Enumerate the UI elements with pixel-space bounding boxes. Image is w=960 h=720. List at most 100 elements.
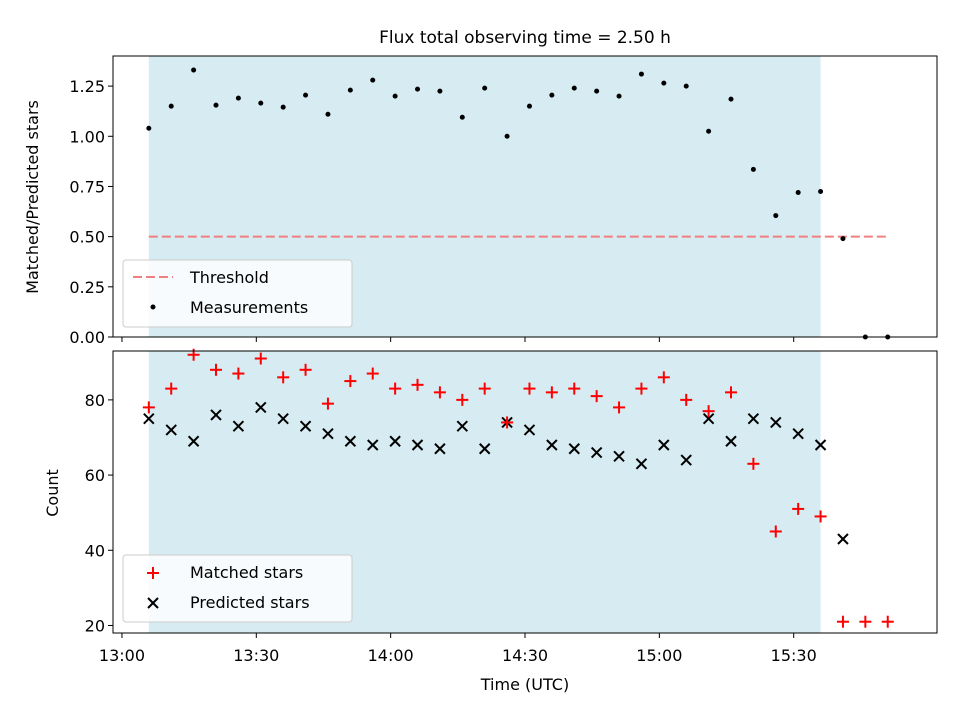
- measurement-point: [213, 102, 219, 108]
- legend-measurements-swatch: [150, 304, 156, 310]
- bottom-axes-frame: [112, 350, 938, 634]
- top-y-tick-label: 0.25: [69, 278, 105, 297]
- chart-title: Flux total observing time = 2.50 h: [379, 28, 671, 48]
- measurement-point: [437, 88, 443, 94]
- measurement-point: [683, 83, 689, 89]
- predicted-point: [478, 443, 491, 455]
- top-legend: Threshold Measurements: [122, 259, 353, 328]
- measurement-point: [661, 80, 667, 86]
- matched-point: [769, 525, 782, 538]
- top-axes-frame: [112, 55, 938, 338]
- measurement-point: [459, 114, 465, 120]
- measurement-point: [280, 104, 286, 110]
- matched-point: [814, 510, 827, 523]
- legend-predicted-swatch: [147, 597, 159, 609]
- top-y-tick-label: 0.75: [69, 177, 105, 196]
- predicted-point: [456, 420, 469, 432]
- predicted-point: [747, 412, 760, 425]
- measurement-point: [370, 77, 376, 83]
- matched-point: [501, 416, 514, 429]
- legend-measurements-label: Measurements: [190, 298, 308, 317]
- matched-point: [389, 382, 402, 395]
- measurement-point: [818, 188, 824, 194]
- measurement-point: [191, 67, 197, 73]
- matched-point: [433, 386, 446, 399]
- measurement-point: [168, 103, 174, 109]
- bottom-data-marks: [142, 348, 894, 628]
- matched-point: [210, 363, 222, 376]
- matched-point: [254, 352, 267, 365]
- measurement-point: [773, 213, 779, 219]
- x-tick-label: 15:00: [636, 646, 682, 665]
- predicted-point: [165, 424, 177, 436]
- matched-point: [299, 363, 312, 376]
- measurement-point: [146, 125, 152, 131]
- predicted-point: [434, 443, 446, 455]
- bottom-y-tick-label: 80: [85, 391, 105, 410]
- top-legend-box: [122, 259, 353, 328]
- measurement-point: [616, 93, 622, 99]
- predicted-point: [546, 439, 558, 451]
- measurement-point: [549, 92, 555, 98]
- matched-point: [747, 457, 760, 470]
- predicted-point: [411, 439, 424, 451]
- predicted-point: [568, 443, 580, 455]
- matched-point: [590, 390, 603, 403]
- matched-point: [478, 382, 491, 395]
- predicted-point: [344, 435, 357, 447]
- predicted-point: [299, 420, 312, 432]
- x-tick-label: 14:30: [502, 646, 548, 665]
- x-tick-label: 14:00: [368, 646, 414, 665]
- predicted-point: [792, 428, 804, 440]
- matched-point: [613, 401, 626, 414]
- matched-point: [702, 405, 715, 418]
- top-y-tick-label: 1.25: [69, 77, 105, 96]
- measurement-point: [258, 100, 264, 106]
- predicted-point: [367, 439, 379, 451]
- predicted-point: [389, 435, 401, 447]
- predicted-point: [277, 412, 289, 425]
- matched-point: [277, 371, 290, 384]
- predicted-point: [837, 533, 849, 545]
- measurement-point: [347, 87, 353, 93]
- matched-point: [635, 382, 648, 395]
- predicted-point: [613, 450, 625, 462]
- matched-point: [859, 615, 872, 628]
- matched-point: [568, 382, 581, 395]
- x-tick-label: 13:00: [99, 646, 145, 665]
- measurement-point: [415, 86, 421, 92]
- measurement-point: [325, 111, 331, 117]
- bottom-legend: Matched stars Predicted stars: [122, 554, 353, 623]
- predicted-point: [770, 416, 782, 429]
- legend-matched-label: Matched stars: [190, 563, 303, 582]
- bottom-x-ticks: 13:00 13:30 14:00 14:30 15:00 15:30: [99, 633, 817, 665]
- predicted-point: [143, 412, 155, 425]
- bottom-legend-box: [122, 554, 353, 623]
- matched-point: [836, 615, 849, 628]
- bottom-y-tick-label: 40: [85, 541, 105, 560]
- measurement-point: [840, 236, 846, 242]
- predicted-point: [702, 412, 715, 425]
- predicted-point: [725, 435, 737, 447]
- measurement-point: [594, 88, 600, 94]
- measurement-point: [303, 92, 309, 98]
- x-tick-label: 13:30: [233, 646, 279, 665]
- predicted-point: [210, 409, 222, 421]
- matched-point: [725, 386, 737, 399]
- measurement-point: [392, 93, 398, 99]
- matched-point: [142, 401, 155, 414]
- x-tick-label: 15:30: [771, 646, 817, 665]
- matched-point: [456, 393, 469, 406]
- bottom-y-tick-label: 60: [85, 466, 105, 485]
- measurement-point: [235, 95, 241, 101]
- predicted-point: [523, 424, 536, 436]
- matched-point: [680, 393, 693, 406]
- predicted-point: [187, 435, 200, 447]
- predicted-point: [590, 446, 603, 459]
- legend-matched-swatch: [147, 567, 159, 579]
- matched-point: [321, 397, 334, 410]
- bottom-y-ticks: 20 40 60 80: [85, 391, 113, 635]
- matched-point: [881, 615, 894, 628]
- predicted-point: [322, 428, 334, 440]
